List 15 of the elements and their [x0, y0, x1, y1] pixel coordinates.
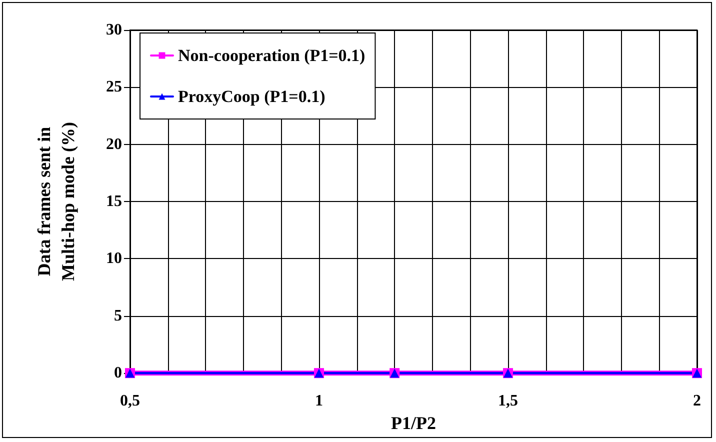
y-tick-label: 0 [114, 364, 122, 382]
x-tick-label: 1 [315, 392, 323, 410]
legend-label: Non-cooperation (P1=0.1) [178, 46, 366, 65]
y-tick-label: 30 [106, 22, 122, 38]
y-tick-label: 10 [106, 250, 122, 268]
y-tick-label: 15 [106, 193, 122, 210]
y-tick-label: 5 [114, 307, 122, 324]
y-tick-label: 25 [106, 78, 122, 96]
y-tick-label: 20 [106, 136, 122, 153]
x-tick-label: 2 [693, 392, 701, 410]
x-tick-label: 0,5 [120, 392, 140, 410]
y-axis-title: Data frames sent in Multi-hop mode (%) [34, 122, 78, 282]
x-tick-label: 1,5 [498, 392, 518, 410]
legend-label: ProxyCoop (P1=0.1) [178, 87, 326, 106]
x-axis-title: P1/P2 [391, 413, 436, 433]
